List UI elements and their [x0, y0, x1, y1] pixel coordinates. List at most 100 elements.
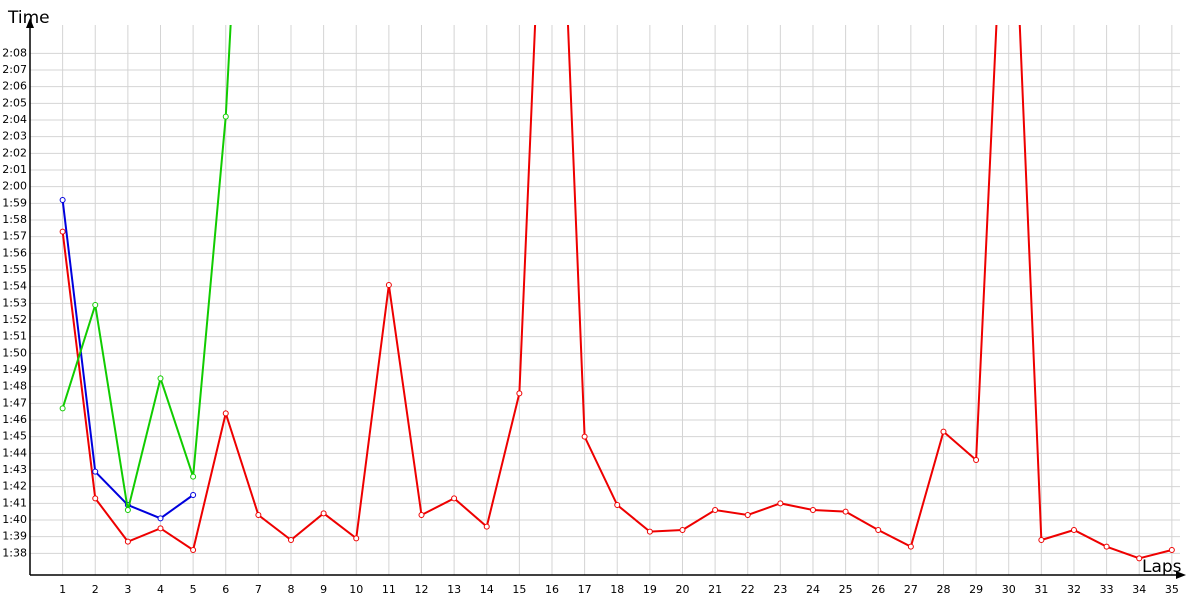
x-axis-arrow — [1176, 571, 1186, 579]
x-tick-label: 30 — [1002, 583, 1016, 596]
x-tick-label: 34 — [1132, 583, 1146, 596]
point-marker — [320, 510, 327, 517]
point-marker — [124, 507, 131, 513]
y-tick-label: 1:43 — [2, 463, 27, 476]
y-tick-label: 2:07 — [2, 63, 27, 76]
y-tick-label: 1:55 — [2, 263, 27, 276]
point-marker — [744, 512, 751, 518]
point-marker — [809, 507, 816, 513]
x-tick-label: 9 — [320, 583, 327, 596]
point-marker — [614, 502, 621, 508]
y-tick-label: 1:58 — [2, 213, 27, 226]
point-marker — [157, 525, 164, 532]
x-tick-label: 27 — [904, 583, 918, 596]
y-tick-label: 1:46 — [2, 413, 27, 426]
point-marker — [255, 512, 262, 518]
point-marker — [190, 547, 197, 553]
point-marker — [222, 113, 229, 120]
point-marker — [940, 428, 947, 435]
x-tick-label: 28 — [936, 583, 950, 596]
point-marker — [907, 543, 914, 550]
y-tick-label: 2:04 — [2, 113, 27, 126]
point-marker — [712, 507, 719, 513]
x-tick-label: 29 — [969, 583, 983, 596]
y-tick-label: 1:49 — [2, 363, 27, 376]
x-tick-label: 11 — [382, 583, 396, 596]
x-tick-label: 4 — [157, 583, 164, 596]
x-tick-label: 24 — [806, 583, 820, 596]
x-tick-label: 12 — [414, 583, 428, 596]
point-marker — [973, 457, 980, 463]
point-marker — [92, 302, 99, 308]
y-tick-label: 2:05 — [2, 96, 27, 109]
y-tick-label: 1:52 — [2, 313, 27, 326]
x-tick-label: 19 — [643, 583, 657, 596]
y-tick-label: 1:54 — [2, 280, 27, 293]
point-marker — [646, 528, 653, 535]
point-marker — [1070, 527, 1077, 533]
point-marker — [1038, 537, 1045, 543]
x-tick-label: 17 — [578, 583, 592, 596]
x-tick-label: 26 — [871, 583, 885, 596]
x-tick-label: 31 — [1034, 583, 1048, 596]
point-marker — [353, 535, 360, 542]
y-tick-label: 2:00 — [2, 180, 27, 193]
x-tick-label: 35 — [1165, 583, 1179, 596]
point-marker — [1103, 543, 1110, 550]
y-tick-label: 1:56 — [2, 246, 27, 259]
point-marker — [190, 473, 197, 480]
y-tick-label: 1:38 — [2, 546, 27, 559]
y-tick-label: 2:06 — [2, 80, 27, 93]
y-tick-label: 1:53 — [2, 296, 27, 309]
y-axis-title: Time — [7, 8, 50, 28]
point-marker — [59, 228, 66, 235]
y-tick-label: 1:44 — [2, 446, 27, 459]
x-tick-label: 20 — [675, 583, 689, 596]
x-tick-label: 22 — [741, 583, 755, 596]
point-marker — [842, 508, 849, 515]
y-tick-label: 1:57 — [2, 230, 27, 243]
y-tick-label: 2:01 — [2, 163, 27, 176]
point-marker — [516, 390, 523, 397]
x-tick-label: 14 — [480, 583, 494, 596]
point-marker — [157, 515, 164, 522]
x-tick-label: 16 — [545, 583, 559, 596]
x-axis-title: Laps — [1142, 557, 1182, 577]
point-marker — [59, 405, 66, 412]
x-tick-label: 25 — [839, 583, 853, 596]
x-tick-label: 18 — [610, 583, 624, 596]
y-tick-label: 2:08 — [2, 46, 27, 59]
y-tick-label: 1:42 — [2, 480, 27, 493]
y-tick-label: 1:47 — [2, 396, 27, 409]
point-marker — [385, 282, 392, 288]
point-marker — [92, 468, 99, 475]
y-tick-label: 1:51 — [2, 330, 27, 343]
x-tick-label: 2 — [92, 583, 99, 596]
x-tick-label: 5 — [190, 583, 197, 596]
x-tick-label: 7 — [255, 583, 262, 596]
x-tick-label: 21 — [708, 583, 722, 596]
point-marker — [1168, 547, 1175, 553]
point-marker — [581, 433, 588, 440]
point-marker — [222, 410, 229, 417]
x-tick-label: 23 — [773, 583, 787, 596]
point-marker — [875, 527, 882, 533]
x-tick-label: 33 — [1100, 583, 1114, 596]
y-tick-label: 1:39 — [2, 530, 27, 543]
y-tick-label: 1:45 — [2, 430, 27, 443]
x-tick-label: 8 — [287, 583, 294, 596]
x-tick-label: 10 — [349, 583, 363, 596]
point-marker — [190, 492, 197, 498]
y-axis-arrow — [26, 18, 34, 28]
y-tick-label: 1:59 — [2, 196, 27, 209]
x-tick-label: 32 — [1067, 583, 1081, 596]
y-tick-label: 1:50 — [2, 346, 27, 359]
point-marker — [483, 523, 490, 530]
y-tick-label: 2:03 — [2, 130, 27, 143]
x-tick-label: 15 — [512, 583, 526, 596]
point-marker — [418, 512, 425, 518]
point-marker — [287, 537, 294, 543]
point-marker — [157, 375, 164, 382]
point-marker — [59, 197, 66, 203]
x-tick-label: 3 — [124, 583, 131, 596]
